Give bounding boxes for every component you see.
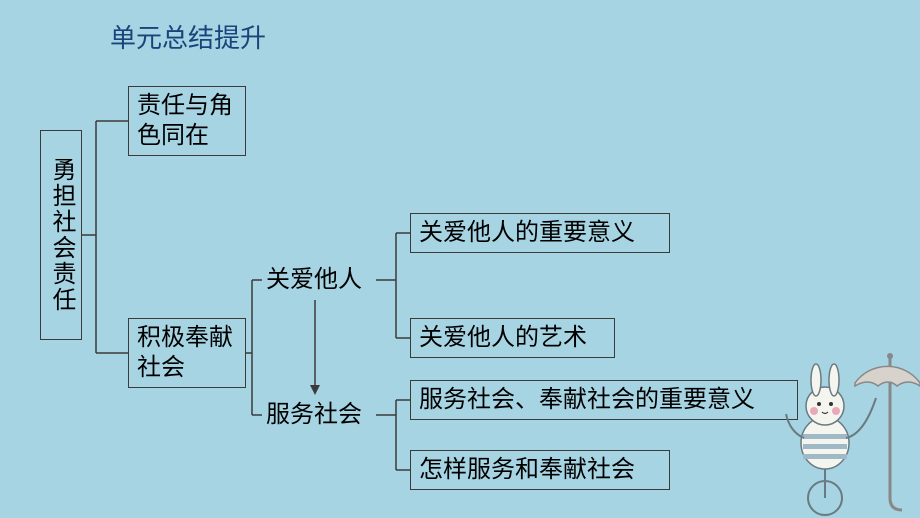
node-n212: 关爱他人的艺术 bbox=[410, 318, 615, 358]
node-n211: 关爱他人的重要意义 bbox=[410, 213, 670, 253]
node-n2: 积极奉献社会 bbox=[128, 318, 246, 388]
node-n222: 怎样服务和奉献社会 bbox=[410, 450, 670, 490]
node-n1: 责任与角色同在 bbox=[128, 86, 246, 156]
node-n22: 服务社会 bbox=[258, 395, 376, 435]
node-n21: 关爱他人 bbox=[258, 260, 376, 300]
node-n221: 服务社会、奉献社会的重要意义 bbox=[410, 380, 798, 420]
bunny-decoration bbox=[770, 348, 920, 518]
node-root: 勇担社会责任 bbox=[40, 130, 82, 340]
